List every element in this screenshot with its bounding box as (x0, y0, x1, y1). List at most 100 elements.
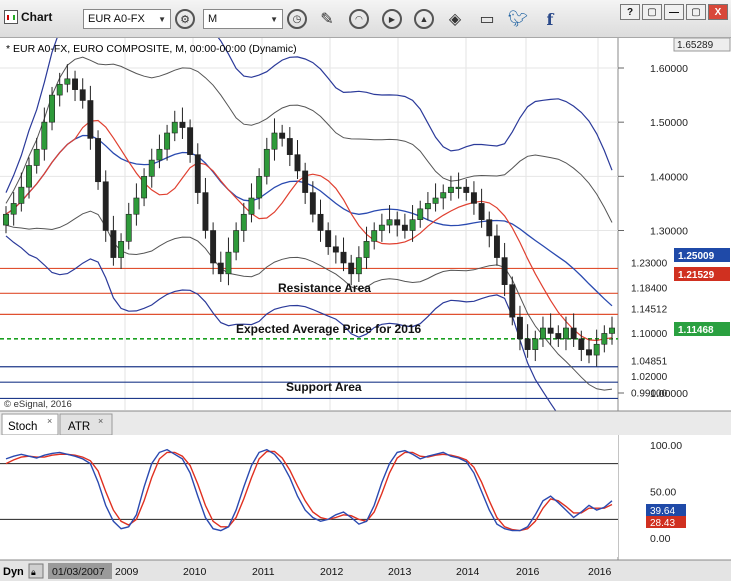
interval-dropdown-arrow-icon[interactable]: ▼ (270, 14, 278, 24)
candle (432, 183, 439, 212)
price-pane[interactable] (0, 38, 731, 410)
year-label: 2011 (252, 566, 275, 578)
minimize-button[interactable]: — (664, 4, 684, 20)
price-level-label: 1.04851 (631, 357, 668, 368)
time-axis-labels: 2009 2010 2011 2012 2013 2014 2016 2016 (115, 566, 612, 578)
candle (455, 172, 462, 199)
stoch-k-line (5, 448, 613, 532)
price-level-label: 1.10000 (631, 329, 668, 340)
year-label: 2010 (183, 566, 207, 578)
tab-atr[interactable]: ATR × (59, 413, 113, 436)
candle (118, 233, 125, 269)
stoch-tag (646, 504, 686, 516)
candle (279, 124, 286, 147)
maximize-button[interactable]: ▢ (686, 4, 706, 20)
candle (110, 215, 117, 266)
upper-inner-band-line (5, 56, 613, 223)
ma-red-line (5, 119, 613, 342)
candle (79, 78, 86, 109)
candle (240, 202, 247, 242)
tab-stoch-close-icon[interactable]: × (47, 416, 52, 426)
candlestick-series (3, 64, 615, 367)
candle (141, 168, 148, 207)
stoch-d-line (5, 450, 613, 532)
candle (56, 72, 63, 107)
stochastic-lines (5, 448, 613, 532)
tab-stoch[interactable]: Stoch × (1, 413, 59, 436)
candle (578, 330, 585, 362)
candle (263, 137, 270, 185)
candle (294, 140, 301, 180)
price-level-label: 1.18400 (631, 283, 668, 294)
candle (187, 119, 194, 163)
candle (64, 64, 71, 93)
candle (202, 177, 209, 239)
facebook-icon[interactable]: f (546, 9, 554, 29)
candle (547, 313, 554, 345)
time-axis-bar (0, 560, 731, 581)
candle (516, 305, 523, 351)
candle (563, 316, 569, 351)
indicator-tab-strip (0, 411, 731, 435)
pencil-icon[interactable]: ✎ (320, 11, 334, 28)
clock-icon[interactable]: ◷ (286, 8, 308, 30)
close-button[interactable]: X (708, 4, 728, 20)
upper-band-line (5, 38, 613, 193)
candle (217, 251, 224, 282)
year-label: 2012 (320, 566, 344, 578)
candle (125, 202, 132, 250)
triangle-icon[interactable]: ▲ (413, 8, 435, 30)
comment-icon[interactable]: ▭ (479, 11, 495, 28)
candle (609, 316, 615, 345)
price-axis[interactable] (618, 38, 731, 410)
year-label: 2016 (516, 566, 540, 578)
candle (156, 134, 163, 169)
candle (87, 85, 94, 150)
candle (586, 338, 592, 364)
candle (317, 199, 324, 242)
dyn-label[interactable]: Dyn (3, 566, 24, 578)
price-tag (674, 267, 730, 281)
stoch-tick-label: 0.00 (650, 533, 671, 545)
chart-window-title: Chart (4, 10, 52, 24)
stoch-tag (646, 516, 686, 528)
tab-atr-close-icon[interactable]: × (98, 416, 103, 426)
tag-icon[interactable]: ◈ (448, 11, 462, 28)
candle (501, 242, 508, 297)
lock-icon[interactable] (28, 563, 44, 579)
candle (409, 205, 416, 242)
twitter-icon[interactable]: 🐦︎ (507, 11, 529, 28)
gauge-icon[interactable]: ◠ (348, 8, 370, 30)
price-axis-labels: 1.23000 1.18400 1.14512 1.10000 1.04851 1.020… (618, 38, 731, 400)
resistance-area-label: Resistance Area (278, 281, 371, 295)
candle (10, 192, 17, 226)
stoch-gridlines (0, 463, 618, 520)
price-tag (674, 248, 730, 262)
candle (179, 107, 186, 139)
stoch-pane[interactable] (0, 435, 618, 557)
candle (509, 276, 516, 326)
help-button[interactable]: ? (620, 4, 640, 20)
link-icon[interactable]: ⚙ (174, 8, 196, 30)
date-range-highlight[interactable] (48, 563, 112, 579)
chart-canvas[interactable]: 1.23000 1.18400 1.14512 1.10000 1.04851 1.020… (0, 38, 731, 581)
year-label: 2014 (456, 566, 480, 578)
candle (33, 137, 40, 174)
candle (95, 130, 102, 190)
price-tag-label: 1.21529 (678, 270, 715, 281)
chart-window-icon (4, 10, 18, 24)
candle (133, 183, 140, 226)
chart-toolbar: Chart EUR A0-FX ▼ ⚙ M ▼ ◷ ✎ ◠ ▶ ▲ ◈ ▭ 🐦︎… (0, 0, 731, 38)
price-tag-label: 1.25009 (678, 251, 715, 262)
play-icon[interactable]: ▶ (381, 8, 403, 30)
price-tick-label: 1.30000 (650, 226, 688, 238)
candle (148, 148, 155, 188)
candle (378, 213, 385, 242)
symbol-dropdown-arrow-icon[interactable]: ▼ (158, 14, 166, 24)
restore-button[interactable]: ▢ (642, 4, 662, 20)
candle (309, 181, 316, 223)
candle (225, 237, 232, 286)
symbol-combo[interactable]: EUR A0-FX ▼ (83, 9, 171, 29)
interval-combo[interactable]: M ▼ (203, 9, 283, 29)
